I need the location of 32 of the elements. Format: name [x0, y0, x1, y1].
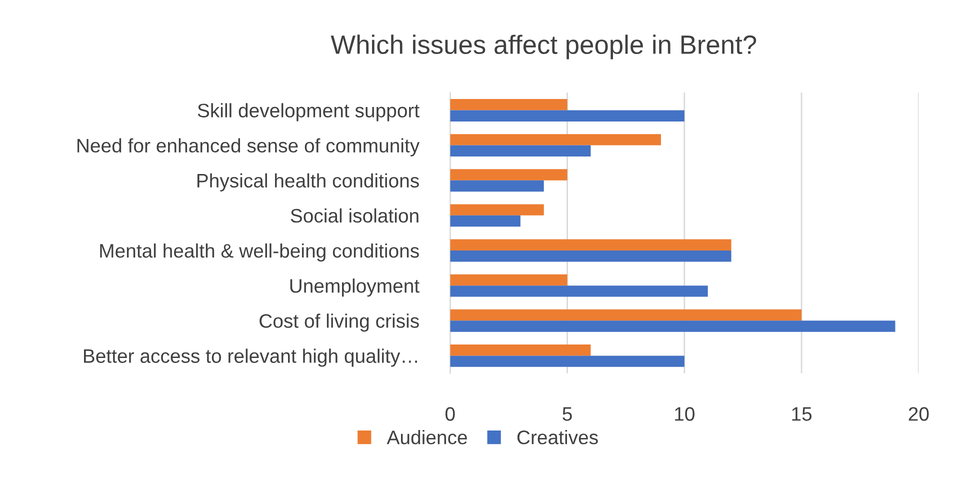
bar — [450, 309, 802, 321]
y-tick-label: Cost of living crisis — [260, 314, 419, 332]
legend-label: Audience — [386, 430, 467, 444]
y-tick-label: Need for enhanced sense of community — [78, 138, 420, 156]
bar — [450, 274, 568, 286]
bar — [450, 180, 544, 192]
bar — [450, 169, 568, 180]
x-tick-label: 15 — [792, 407, 812, 421]
bar — [450, 99, 568, 110]
bar — [450, 250, 732, 262]
bar — [450, 134, 661, 146]
y-tick-label: Mental health & well-being conditions — [100, 243, 419, 262]
bar — [450, 110, 684, 122]
bar — [450, 286, 708, 297]
y-tick-label: Physical health conditions — [197, 173, 419, 192]
bar — [450, 239, 732, 250]
y-tick-label: Unemployment — [290, 278, 420, 297]
y-tick-label: Social isolation — [290, 208, 418, 223]
bar — [450, 344, 591, 356]
chart-title: Which issues affect people in Brent? — [330, 34, 756, 60]
x-tick-label: 5 — [562, 407, 572, 421]
bar — [450, 356, 684, 367]
x-tick-label: 0 — [446, 407, 455, 421]
legend-label: Creatives — [517, 430, 598, 444]
x-tick-label: 20 — [908, 407, 929, 421]
bar — [450, 215, 520, 227]
x-tick-label: 10 — [675, 407, 694, 421]
bar — [450, 145, 591, 157]
y-tick-label: Skill development support — [198, 103, 420, 122]
bar — [450, 320, 896, 332]
y-tick-label: Better access to relevant high quality… — [84, 348, 417, 367]
bar — [450, 204, 544, 216]
